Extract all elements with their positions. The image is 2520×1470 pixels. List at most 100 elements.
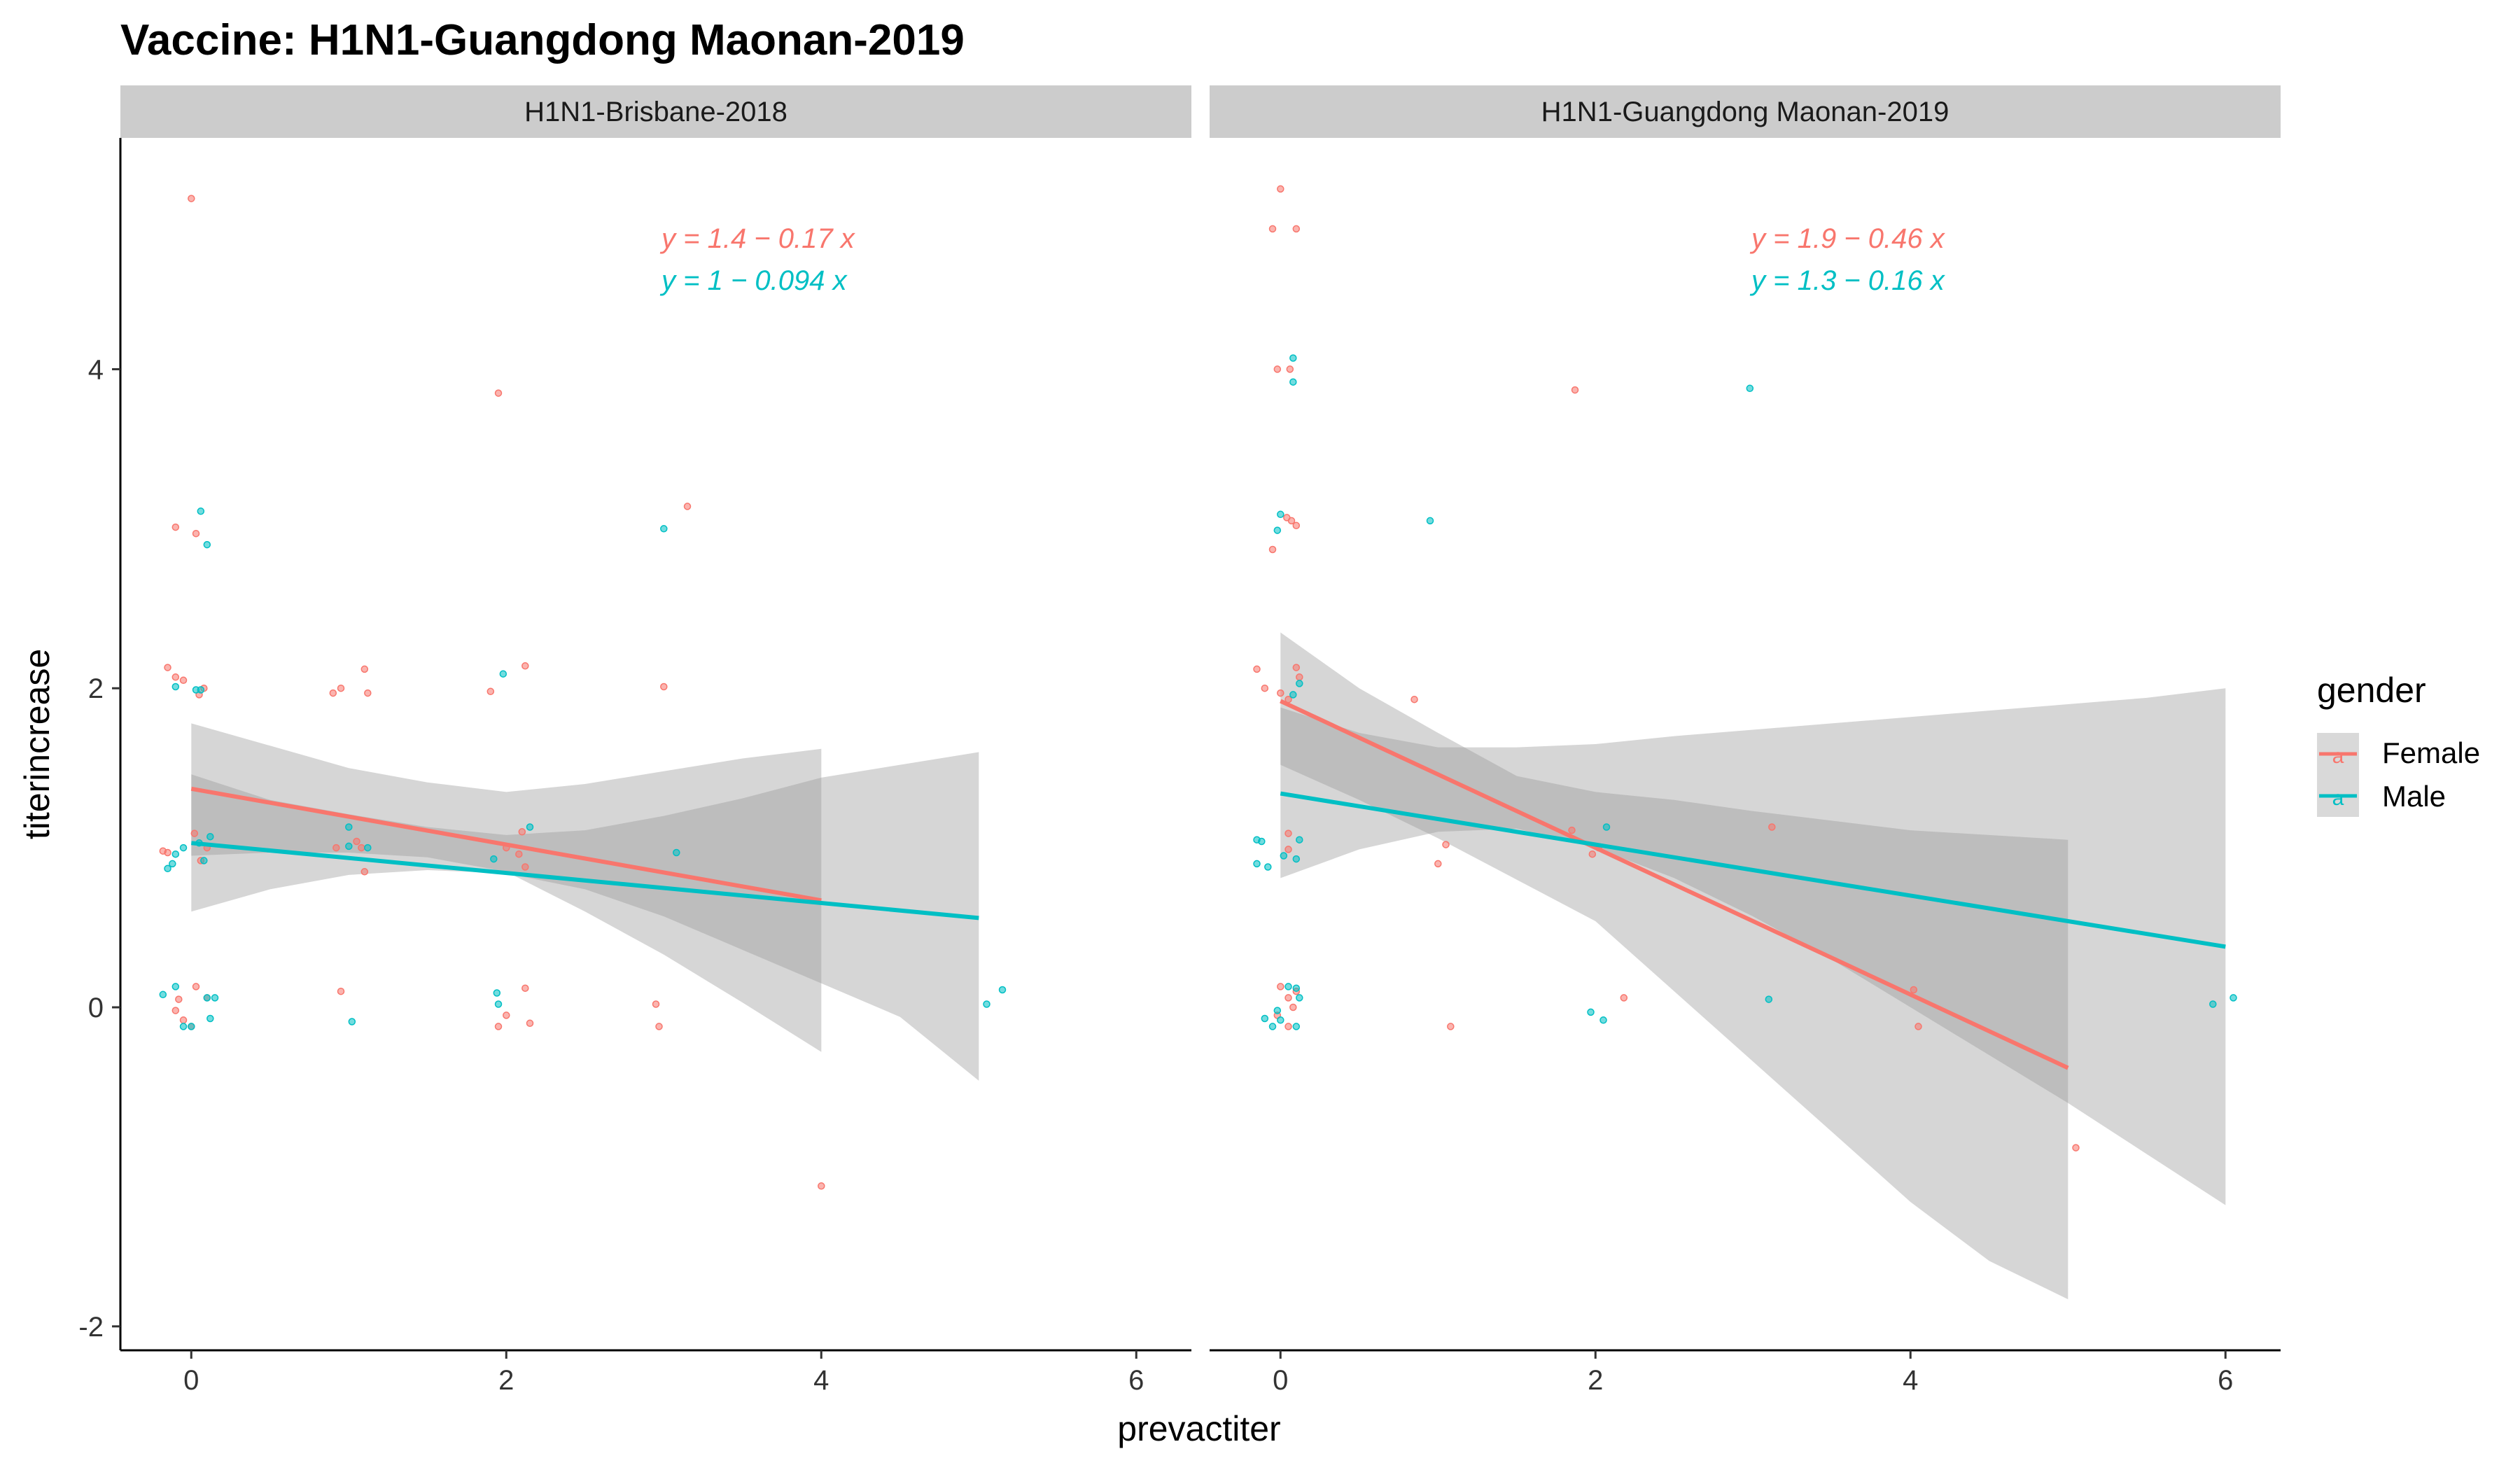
data-point-female bbox=[655, 1023, 663, 1030]
data-point-female bbox=[1434, 860, 1442, 868]
data-point-male bbox=[179, 844, 188, 852]
data-point-male bbox=[1264, 863, 1272, 871]
data-point-female bbox=[1296, 673, 1303, 681]
data-point-male bbox=[1277, 1016, 1284, 1024]
data-point-male bbox=[673, 848, 680, 857]
panel-1: H1N1-Brisbane-2018 y = 1.4 − 0.17 x y = … bbox=[119, 85, 1191, 1352]
data-point-male bbox=[1289, 378, 1297, 386]
data-point-female bbox=[172, 673, 180, 681]
data-point-female bbox=[332, 844, 340, 852]
data-point-male bbox=[1289, 691, 1297, 699]
data-point-female bbox=[1292, 225, 1301, 233]
data-point-female bbox=[1410, 695, 1418, 704]
data-point-female bbox=[522, 863, 529, 871]
data-point-male bbox=[1746, 384, 1754, 393]
panel-2-equation-male: y = 1.3 − 0.16 x bbox=[1749, 265, 1946, 296]
panel-2-strip bbox=[1210, 85, 2281, 138]
data-point-female bbox=[1277, 689, 1284, 697]
y-tick-label: -2 bbox=[78, 1312, 104, 1343]
data-point-female bbox=[515, 850, 523, 858]
data-point-female bbox=[360, 665, 369, 673]
data-point-male bbox=[983, 1000, 990, 1008]
data-point-male bbox=[1426, 517, 1434, 525]
data-point-male bbox=[494, 1000, 503, 1008]
x-tick-label: 4 bbox=[1903, 1365, 1918, 1396]
legend-title: gender bbox=[2317, 671, 2426, 710]
chart-title: Vaccine: H1N1-Guangdong Maonan-2019 bbox=[120, 16, 965, 64]
data-point-male bbox=[1296, 994, 1303, 1002]
data-point-female bbox=[494, 389, 503, 397]
data-point-female bbox=[1568, 826, 1576, 834]
data-point-male bbox=[1292, 1023, 1301, 1030]
x-tick-label: 0 bbox=[1273, 1365, 1288, 1396]
data-point-male bbox=[1284, 983, 1292, 990]
data-point-male bbox=[1292, 855, 1301, 863]
data-point-female bbox=[526, 1019, 534, 1028]
y-axis-ticks: -2 0 2 4 bbox=[78, 354, 120, 1343]
data-point-female bbox=[1571, 386, 1579, 394]
data-point-male bbox=[1253, 860, 1261, 868]
svg-text:a: a bbox=[2332, 787, 2344, 810]
data-point-male bbox=[1277, 510, 1284, 519]
confidence-band-male bbox=[191, 752, 979, 1081]
data-point-male bbox=[345, 823, 353, 831]
data-point-female bbox=[1286, 365, 1294, 373]
data-point-female bbox=[337, 684, 345, 692]
data-point-female bbox=[190, 830, 199, 837]
regression-line-male bbox=[191, 841, 979, 920]
data-point-male bbox=[364, 844, 372, 852]
y-tick-label: 0 bbox=[88, 993, 104, 1023]
data-point-male bbox=[1600, 1016, 1607, 1024]
data-point-female bbox=[1284, 1023, 1292, 1030]
data-point-male bbox=[1587, 1008, 1595, 1016]
regression-line-female bbox=[1280, 699, 2069, 1070]
panel-2-equation-female: y = 1.9 − 0.46 x bbox=[1749, 223, 1946, 254]
regression-line-male bbox=[1280, 791, 2226, 949]
data-point-female bbox=[1620, 994, 1628, 1002]
data-point-female bbox=[522, 984, 529, 992]
data-point-male bbox=[345, 842, 353, 850]
data-point-male bbox=[172, 850, 180, 858]
data-point-female bbox=[522, 662, 529, 670]
panel-2-plot-area bbox=[1253, 185, 2237, 1300]
data-point-female bbox=[1442, 841, 1450, 848]
data-point-female bbox=[1914, 1023, 1922, 1030]
data-point-female bbox=[192, 529, 200, 538]
panel-1-equation-female: y = 1.4 − 0.17 x bbox=[659, 223, 856, 254]
data-point-female bbox=[1261, 684, 1269, 692]
x-tick-label: 2 bbox=[1588, 1365, 1603, 1396]
x-tick-label: 0 bbox=[183, 1365, 199, 1396]
svg-text:a: a bbox=[2332, 745, 2344, 768]
data-point-male bbox=[159, 990, 167, 999]
x-tick-label: 6 bbox=[2218, 1365, 2233, 1396]
data-point-male bbox=[164, 864, 172, 873]
panel-1-plot-area bbox=[159, 195, 1007, 1190]
data-point-male bbox=[348, 1018, 356, 1026]
data-point-male bbox=[1602, 823, 1611, 831]
data-point-female bbox=[1277, 185, 1284, 193]
data-point-female bbox=[1292, 522, 1301, 530]
data-point-male bbox=[203, 994, 211, 1002]
data-point-male bbox=[493, 989, 501, 997]
legend-label-male: Male bbox=[2382, 780, 2446, 813]
data-point-male bbox=[1296, 680, 1303, 687]
data-point-male bbox=[998, 986, 1007, 994]
data-point-male bbox=[660, 525, 668, 533]
data-point-female bbox=[1268, 545, 1277, 554]
data-point-female bbox=[818, 1182, 825, 1190]
data-point-male bbox=[200, 857, 208, 864]
data-point-male bbox=[1765, 995, 1773, 1003]
data-point-female bbox=[652, 1000, 660, 1008]
panel-2: H1N1-Guangdong Maonan-2019 y = 1.9 − 0.4… bbox=[1210, 85, 2281, 1352]
y-tick-label: 4 bbox=[88, 354, 104, 385]
data-point-female bbox=[188, 195, 195, 202]
data-point-male bbox=[1280, 852, 1288, 860]
data-point-female bbox=[1284, 846, 1292, 853]
legend-key-female: a bbox=[2317, 733, 2359, 775]
data-point-male bbox=[188, 1023, 195, 1030]
data-point-male bbox=[1292, 984, 1301, 992]
data-point-male bbox=[1273, 526, 1282, 534]
data-point-male bbox=[203, 540, 211, 549]
data-point-female bbox=[518, 828, 526, 836]
